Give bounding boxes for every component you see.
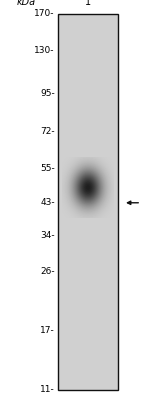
Text: 72-: 72- [40,128,55,136]
Text: kDa: kDa [16,0,35,7]
Text: 17-: 17- [40,326,55,335]
Text: 130-: 130- [34,46,55,55]
Text: 43-: 43- [40,198,55,207]
Text: 170-: 170- [34,10,55,18]
Text: 11-: 11- [40,386,55,394]
Text: 95-: 95- [40,90,55,98]
Bar [58,14,118,390]
Text: 26-: 26- [40,267,55,276]
Text: 55-: 55- [40,164,55,174]
Text: 1: 1 [85,0,91,7]
Text: 34-: 34- [40,230,55,240]
